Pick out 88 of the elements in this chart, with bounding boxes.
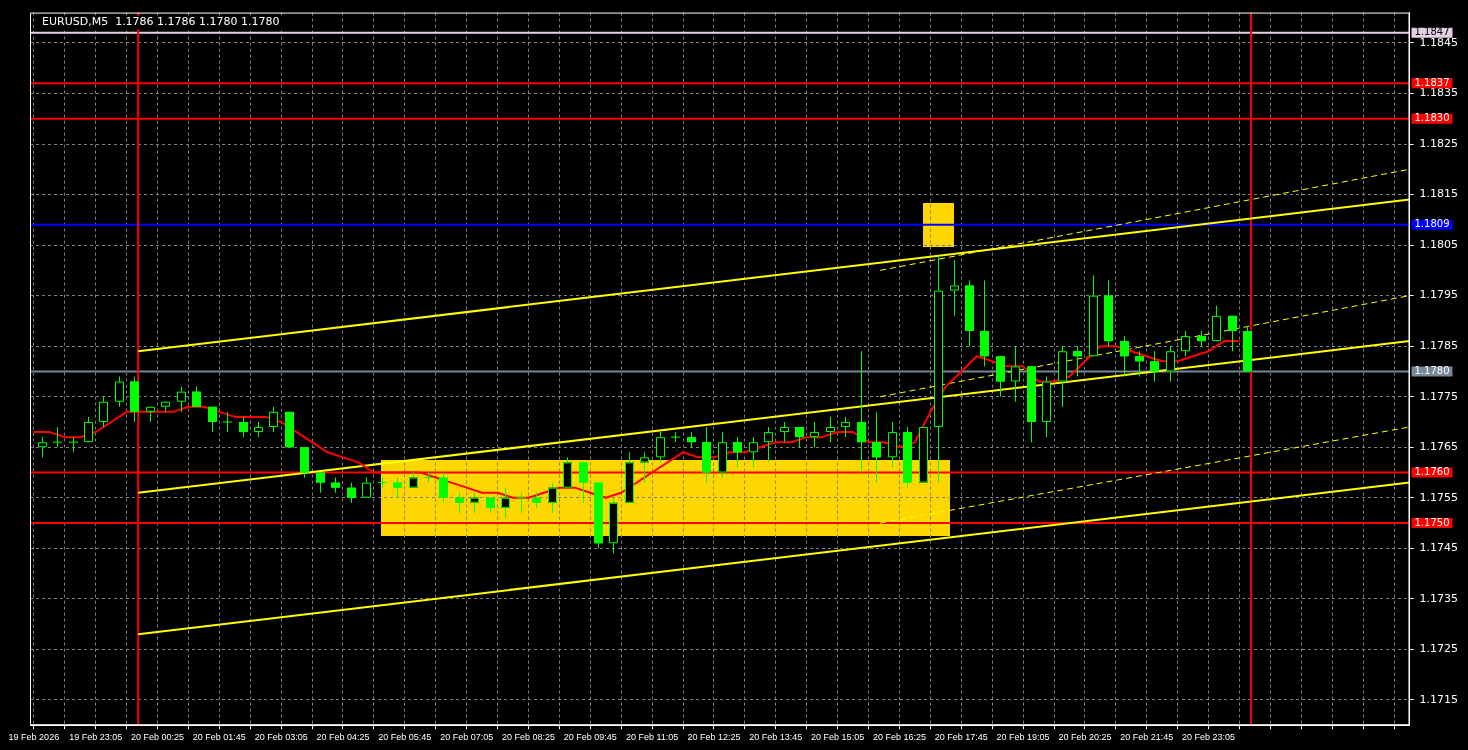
- ref-line-label: 1.1760: [1414, 466, 1450, 478]
- candlestick: [872, 411, 881, 484]
- y-tick-label: 1.1825: [1419, 136, 1459, 150]
- candlestick: [1011, 345, 1020, 403]
- x-tick-label: 20 Feb 01:45: [192, 732, 246, 743]
- y-tick-label: 1.1795: [1419, 288, 1459, 302]
- y-tick-label: 1.1785: [1419, 339, 1459, 353]
- chart-title: EURUSD,M5 1.1786 1.1786 1.1780 1.1780: [42, 15, 280, 29]
- ref-line-label: 1.1847: [1414, 26, 1450, 38]
- candlestick: [115, 375, 124, 408]
- y-tick-label: 1.1745: [1419, 541, 1459, 555]
- x-tick-label: 20 Feb 20:25: [1058, 732, 1112, 743]
- y-tick-label: 1.1835: [1419, 86, 1459, 100]
- x-tick-label: 19 Feb 23:05: [69, 732, 123, 743]
- candlestick: [1181, 330, 1190, 357]
- candlestick: [780, 421, 789, 443]
- candlestick: [1073, 345, 1082, 377]
- x-tick-label: 20 Feb 23:05: [1182, 732, 1236, 743]
- ref-line-label: 1.1750: [1414, 516, 1450, 528]
- x-tick-label: 20 Feb 04:25: [316, 732, 370, 743]
- candlestick: [1135, 350, 1144, 377]
- x-tick-label: 20 Feb 11:05: [625, 732, 679, 743]
- candlestick: [733, 436, 742, 468]
- candlestick: [362, 477, 371, 499]
- candlestick: [68, 436, 79, 453]
- x-tick-label: 19 Feb 2026: [8, 732, 60, 743]
- candlestick: [84, 416, 93, 443]
- y-tick-label: 1.1735: [1419, 591, 1459, 605]
- candlestick: [1120, 335, 1129, 377]
- candlestick: [1228, 315, 1237, 352]
- x-tick-label: 20 Feb 21:45: [1120, 732, 1174, 743]
- y-tick-label: 1.1765: [1419, 440, 1459, 454]
- candlestick: [1166, 345, 1175, 383]
- x-tick-label: 20 Feb 15:05: [811, 732, 865, 743]
- candlestick: [439, 472, 448, 504]
- y-tick-label: 1.1775: [1419, 389, 1459, 403]
- candlestick: [52, 426, 63, 448]
- y-tick-label: 1.1715: [1419, 692, 1459, 706]
- x-tick-label: 20 Feb 13:45: [749, 732, 803, 743]
- candlestick: [38, 436, 47, 458]
- candlestick: [347, 482, 356, 504]
- ref-line-label: 1.1809: [1414, 218, 1450, 230]
- candlestick: [548, 482, 557, 514]
- x-tick-label: 20 Feb 12:25: [687, 732, 741, 743]
- x-tick-label: 20 Feb 00:25: [130, 732, 185, 743]
- y-tick-label: 1.1815: [1419, 187, 1459, 201]
- candlestick: [656, 431, 665, 463]
- candlestick: [99, 396, 108, 428]
- x-tick-label: 20 Feb 19:05: [996, 732, 1050, 743]
- candlestick: [764, 426, 773, 463]
- y-tick-label: 1.1725: [1419, 642, 1459, 656]
- candlestick: [423, 472, 434, 484]
- x-tick-label: 20 Feb 17:45: [934, 732, 988, 743]
- candlestick: [640, 451, 649, 484]
- candlestick: [222, 411, 233, 433]
- ref-line-label: 1.1780: [1414, 365, 1450, 377]
- candlestick: [269, 406, 278, 433]
- candlestick: [470, 492, 479, 514]
- x-tick-label: 20 Feb 07:05: [440, 732, 494, 743]
- ref-line-label: 1.1837: [1414, 76, 1450, 88]
- x-tick-label: 20 Feb 16:25: [872, 732, 926, 743]
- candlestick: [239, 416, 248, 438]
- candlestick: [857, 350, 866, 474]
- candlestick: [1150, 350, 1159, 383]
- candlestick: [795, 426, 804, 448]
- candlestick: [455, 492, 464, 514]
- y-tick-label: 1.1805: [1419, 237, 1459, 251]
- y-tick-label: 1.1845: [1419, 35, 1459, 49]
- candlestick: [501, 487, 510, 519]
- candlestick: [826, 416, 835, 443]
- candlestick: [950, 259, 959, 317]
- candlestick: [841, 416, 850, 438]
- candlestick: [208, 406, 217, 433]
- x-tick-label: 20 Feb 03:05: [254, 732, 308, 743]
- x-tick-label: 20 Feb 09:45: [563, 732, 617, 743]
- ref-line-label: 1.1830: [1414, 112, 1450, 124]
- candlestick: [749, 436, 758, 468]
- candlestick: [377, 477, 388, 489]
- candlestick: [810, 421, 819, 448]
- candlestick: [516, 492, 527, 514]
- candlestick: [316, 472, 325, 494]
- candlestick: [393, 477, 402, 499]
- candlestick: [579, 461, 588, 504]
- x-tick-label: 20 Feb 05:45: [378, 732, 432, 743]
- y-tick-label: 1.1755: [1419, 490, 1459, 504]
- candlestick: [177, 386, 186, 413]
- candlestick: [192, 386, 201, 408]
- x-tick-label: 20 Feb 08:25: [501, 732, 555, 743]
